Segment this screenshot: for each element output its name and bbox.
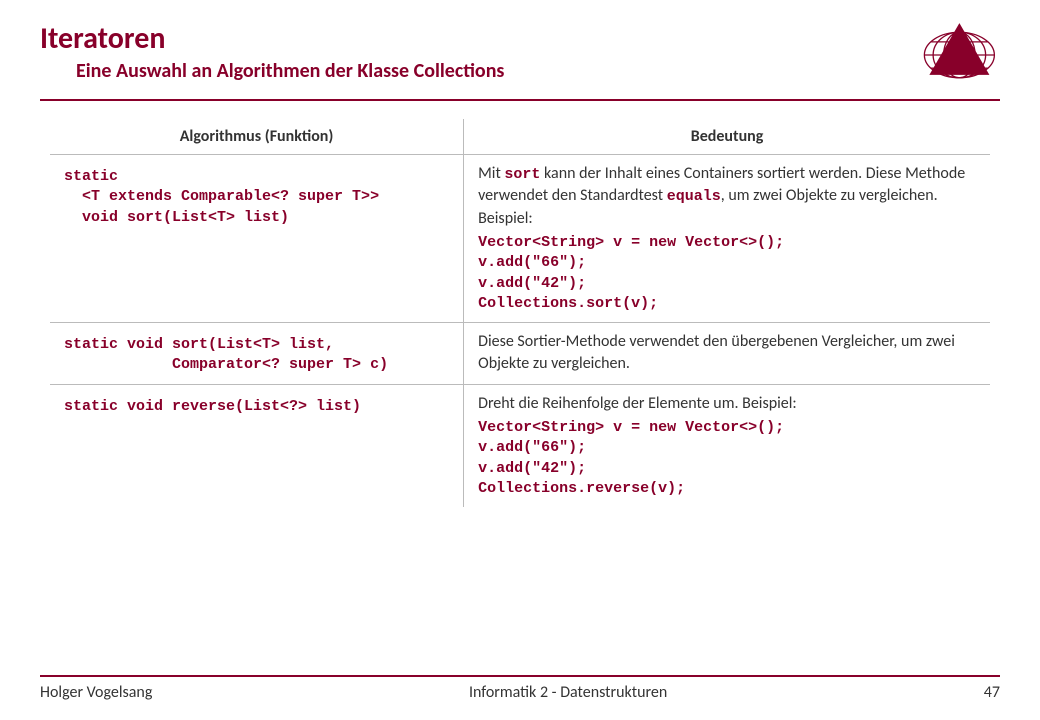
- title-row: Iteratoren Eine Auswahl an Algorithmen d…: [40, 20, 1000, 93]
- table-row: static void sort(List<T> list, Comparato…: [50, 323, 990, 385]
- page-title: Iteratoren: [40, 20, 910, 57]
- institution-logo-icon: [910, 20, 1000, 90]
- footer-course: Informatik 2 - Datenstrukturen: [469, 683, 667, 702]
- desc-text: Dreht die Reihenfolge der Elemente um. B…: [478, 394, 797, 413]
- header-divider: [40, 99, 1000, 101]
- footer-page: 47: [984, 683, 1000, 702]
- desc-text: Diese Sortier-Methode verwendet den über…: [478, 332, 955, 373]
- example-code: Vector<String> v = new Vector<>(); v.add…: [478, 233, 976, 314]
- table-row: static <T extends Comparable<? super T>>…: [50, 155, 990, 323]
- algorithms-table: Algorithmus (Funktion) Bedeutung static …: [50, 119, 990, 507]
- inline-code: equals: [667, 188, 721, 205]
- footer-divider: [40, 675, 1000, 677]
- page-subtitle: Eine Auswahl an Algorithmen der Klasse C…: [76, 59, 910, 83]
- algo-signature: static void sort(List<T> list, Comparato…: [64, 335, 449, 376]
- inline-code: sort: [504, 166, 540, 183]
- footer: Holger Vogelsang Informatik 2 - Datenstr…: [40, 675, 1000, 702]
- col-meaning: Bedeutung: [464, 119, 990, 155]
- footer-author: Holger Vogelsang: [40, 683, 152, 702]
- col-algorithm: Algorithmus (Funktion): [50, 119, 464, 155]
- desc-text: Mit: [478, 164, 504, 183]
- example-code: Vector<String> v = new Vector<>(); v.add…: [478, 418, 976, 499]
- algo-signature: static <T extends Comparable<? super T>>…: [64, 167, 449, 228]
- table-row: static void reverse(List<?> list) Dreht …: [50, 384, 990, 507]
- algo-signature: static void reverse(List<?> list): [64, 397, 449, 417]
